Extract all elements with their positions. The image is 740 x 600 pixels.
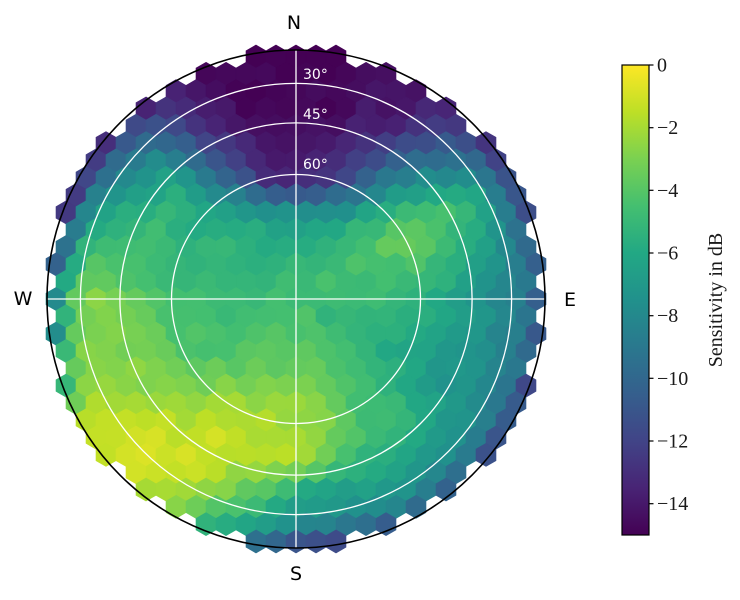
colorbar: 0 −2 −4 −6 −8 −10 −12 −14 Sensitivity in dB	[621, 55, 727, 536]
colorbar-tick-label: −12	[657, 431, 688, 453]
colorbar-tick-label: −10	[657, 368, 688, 390]
compass-label-north: N	[287, 12, 301, 34]
colorbar-tick-label: −4	[657, 180, 678, 202]
hex-cell	[475, 442, 497, 467]
elevation-label-30: 30°	[303, 67, 328, 83]
hex-cell	[405, 494, 427, 519]
compass-label-east: E	[564, 289, 576, 311]
polar-grid-layer	[47, 50, 545, 548]
colorbar-ticks: 0 −2 −4 −6 −8 −10 −12 −14	[649, 55, 688, 515]
colorbar-tick-label: 0	[657, 55, 667, 77]
hexbin-layer	[45, 44, 547, 554]
colorbar-tick-label: −6	[657, 243, 678, 265]
colorbar-tick-label: −14	[657, 493, 688, 515]
elevation-label-60: 60°	[303, 157, 328, 173]
hex-cell	[435, 477, 457, 502]
colorbar-bar	[621, 64, 650, 536]
hex-cell	[325, 529, 347, 554]
elevation-label-45: 45°	[303, 107, 328, 123]
horizon-outline-circle	[46, 49, 546, 549]
colorbar-axis-label: Sensitivity in dB	[705, 233, 727, 367]
compass-label-west: W	[14, 288, 33, 310]
colorbar-tick-label: −2	[657, 117, 678, 139]
compass-label-south: S	[290, 563, 302, 585]
colorbar-tick-label: −8	[657, 305, 678, 327]
